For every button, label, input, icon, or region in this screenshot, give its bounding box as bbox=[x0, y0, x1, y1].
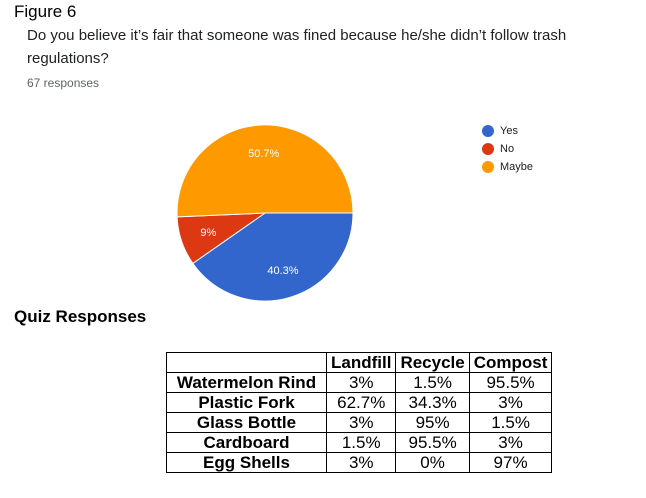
column-header-compost: Compost bbox=[468, 352, 553, 373]
table-row: Egg Shells 3% 0% 97% bbox=[166, 452, 553, 473]
legend-swatch-yes bbox=[482, 125, 494, 137]
legend-label-no: No bbox=[500, 143, 515, 155]
table-header-row: Landfill Recycle Compost bbox=[166, 352, 553, 373]
row-header: Plastic Fork bbox=[166, 392, 327, 413]
table-cell: 3% bbox=[468, 432, 553, 453]
table-cell: 1.5% bbox=[395, 372, 470, 393]
table-row: Plastic Fork 62.7% 34.3% 3% bbox=[166, 392, 553, 413]
column-header-landfill: Landfill bbox=[325, 352, 397, 373]
pie-label-no: 9% bbox=[200, 227, 216, 239]
table-cell: 0% bbox=[395, 452, 470, 473]
legend-label-yes: Yes bbox=[500, 125, 518, 137]
chart-legend: Yes No Maybe bbox=[482, 122, 533, 176]
table-cell: 34.3% bbox=[395, 392, 470, 413]
table-cell: 95% bbox=[395, 412, 470, 433]
pie-label-maybe: 50.7% bbox=[248, 148, 279, 160]
quiz-responses-table: Landfill Recycle Compost Watermelon Rind… bbox=[166, 352, 553, 473]
table-cell: 97% bbox=[468, 452, 553, 473]
legend-swatch-maybe bbox=[482, 161, 494, 173]
table-cell: 1.5% bbox=[468, 412, 553, 433]
column-header-recycle: Recycle bbox=[395, 352, 470, 373]
table-cell: 62.7% bbox=[325, 392, 397, 413]
legend-swatch-no bbox=[482, 143, 494, 155]
table-cell: 95.5% bbox=[395, 432, 470, 453]
row-header: Watermelon Rind bbox=[166, 372, 327, 393]
table-cell: 3% bbox=[325, 372, 397, 393]
survey-question: Do you believe it’s fair that someone wa… bbox=[27, 27, 567, 67]
table-corner-cell bbox=[166, 352, 327, 373]
figure-label: Figure 6 bbox=[14, 2, 77, 21]
table-cell: 3% bbox=[325, 452, 397, 473]
pie-slice-maybe[interactable] bbox=[176, 124, 354, 218]
pie-label-yes: 40.3% bbox=[267, 265, 298, 277]
table-cell: 1.5% bbox=[325, 432, 397, 453]
pie-chart: 40.3% 9% 50.7% bbox=[176, 124, 354, 302]
row-header: Egg Shells bbox=[166, 452, 327, 473]
legend-item-maybe[interactable]: Maybe bbox=[482, 158, 533, 176]
legend-item-no[interactable]: No bbox=[482, 140, 533, 158]
legend-label-maybe: Maybe bbox=[500, 161, 534, 173]
table-row: Cardboard 1.5% 95.5% 3% bbox=[166, 432, 553, 453]
table-cell: 3% bbox=[325, 412, 397, 433]
table-row: Glass Bottle 3% 95% 1.5% bbox=[166, 412, 553, 433]
row-header: Glass Bottle bbox=[166, 412, 327, 433]
quiz-section-title: Quiz Responses bbox=[14, 307, 147, 326]
table-cell: 3% bbox=[468, 392, 553, 413]
pie-slice-yes[interactable] bbox=[192, 212, 354, 302]
table-row: Watermelon Rind 3% 1.5% 95.5% bbox=[166, 372, 553, 393]
legend-item-yes[interactable]: Yes bbox=[482, 122, 533, 140]
response-count: 67 responses bbox=[27, 76, 100, 90]
row-header: Cardboard bbox=[166, 432, 327, 453]
table-cell: 95.5% bbox=[468, 372, 553, 393]
